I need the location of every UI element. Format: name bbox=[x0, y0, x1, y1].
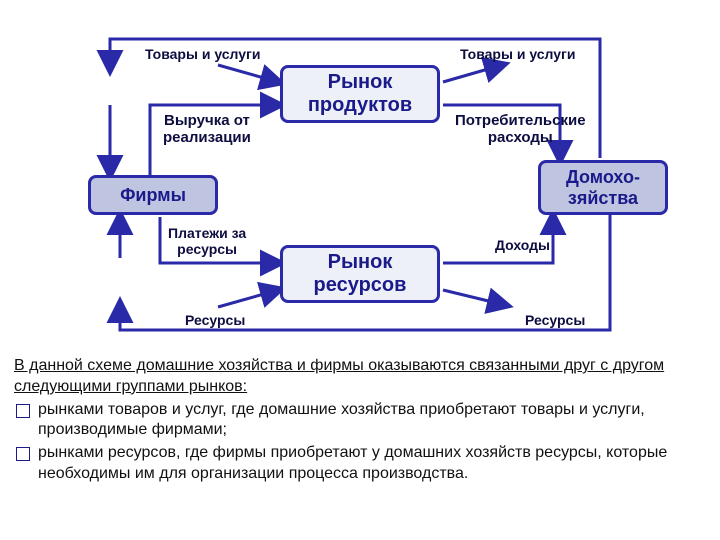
label-income: Доходы bbox=[495, 237, 550, 253]
intro-text: В данной схеме домашние хозяйства и фирм… bbox=[14, 356, 706, 398]
circular-flow-diagram: Рынок продуктов Рынок ресурсов Фирмы Дом… bbox=[0, 0, 720, 350]
label-goods-top-left: Товары и услуги bbox=[145, 46, 260, 62]
bullet-item-2: рынками ресурсов, где фирмы приобретают … bbox=[14, 443, 706, 485]
node-house-label: Домохо- зяйства bbox=[566, 167, 640, 208]
label-revenue: Выручка от реализации bbox=[163, 112, 251, 147]
bullet-square-icon bbox=[16, 404, 30, 418]
node-resources-label: Рынок ресурсов bbox=[314, 251, 407, 297]
node-firms: Фирмы bbox=[88, 175, 218, 215]
node-resources-market: Рынок ресурсов bbox=[280, 245, 440, 303]
label-consumer-spending: Потребительские расходы bbox=[455, 112, 586, 147]
description-text: В данной схеме домашние хозяйства и фирм… bbox=[0, 350, 720, 485]
label-resources-bottom-right: Ресурсы bbox=[525, 312, 585, 328]
bullet-square-icon bbox=[16, 447, 30, 461]
label-resource-payments: Платежи за ресурсы bbox=[168, 225, 246, 257]
bullet-text-1: рынками товаров и услуг, где домашние хо… bbox=[38, 400, 706, 442]
node-households: Домохо- зяйства bbox=[538, 160, 668, 215]
label-goods-top-right: Товары и услуги bbox=[460, 46, 575, 62]
node-products-market: Рынок продуктов bbox=[280, 65, 440, 123]
node-products-label: Рынок продуктов bbox=[308, 71, 412, 117]
bullet-text-2: рынками ресурсов, где фирмы приобретают … bbox=[38, 443, 706, 485]
bullet-item-1: рынками товаров и услуг, где домашние хо… bbox=[14, 400, 706, 442]
node-firms-label: Фирмы bbox=[120, 185, 186, 206]
label-resources-bottom-left: Ресурсы bbox=[185, 312, 245, 328]
